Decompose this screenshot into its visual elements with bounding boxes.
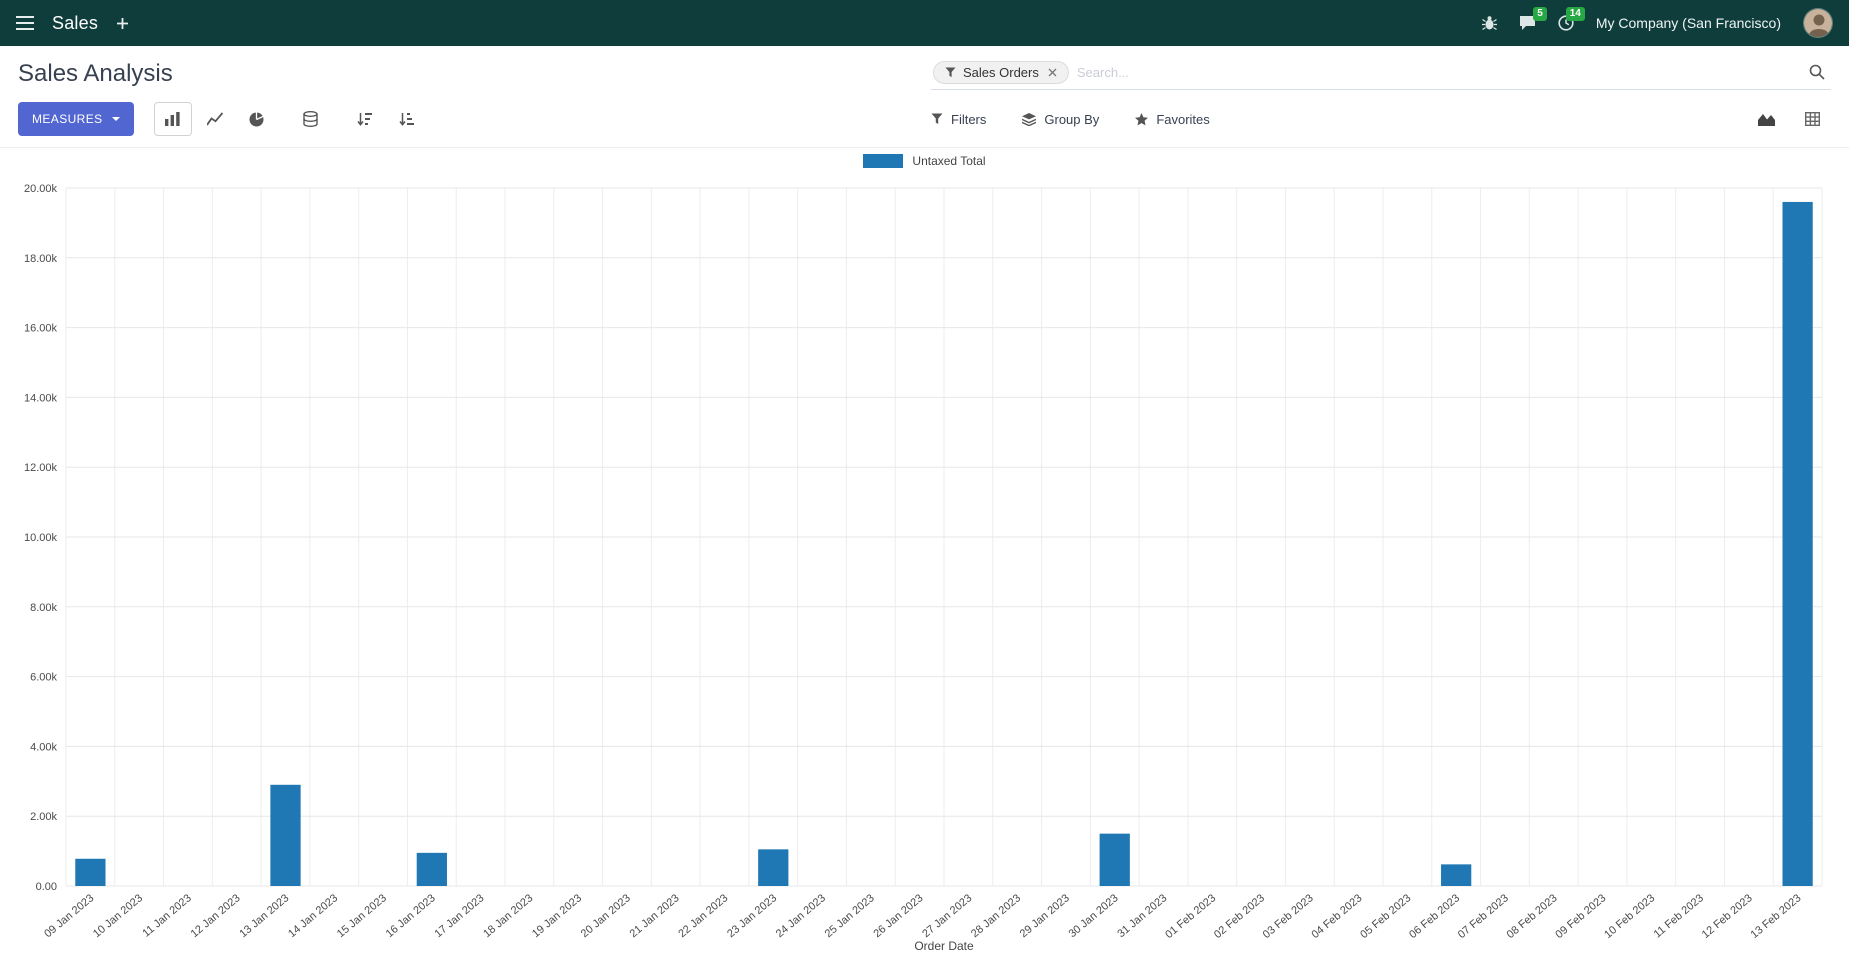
- measures-toolbar: MEASURES: [18, 102, 931, 136]
- svg-text:Order Date: Order Date: [914, 939, 974, 953]
- bug-icon[interactable]: [1481, 15, 1497, 31]
- page-title: Sales Analysis: [18, 60, 173, 87]
- svg-text:01 Feb 2023: 01 Feb 2023: [1163, 892, 1218, 941]
- sort-asc-icon[interactable]: [388, 102, 426, 136]
- svg-text:06 Feb 2023: 06 Feb 2023: [1407, 892, 1462, 941]
- user-avatar[interactable]: [1803, 8, 1833, 38]
- view-switcher: [1747, 102, 1831, 136]
- search-facet-sales-orders[interactable]: Sales Orders: [933, 60, 1069, 84]
- group-by-icon: [1022, 112, 1037, 126]
- svg-text:09 Feb 2023: 09 Feb 2023: [1553, 892, 1608, 941]
- svg-text:09 Jan 2023: 09 Jan 2023: [42, 892, 96, 940]
- svg-text:14 Jan 2023: 14 Jan 2023: [286, 892, 340, 940]
- pivot-view-icon[interactable]: [1793, 102, 1831, 136]
- svg-text:10 Feb 2023: 10 Feb 2023: [1602, 892, 1657, 941]
- stacked-icon[interactable]: [292, 102, 330, 136]
- svg-text:18 Jan 2023: 18 Jan 2023: [481, 892, 535, 940]
- svg-text:6.00k: 6.00k: [30, 672, 57, 684]
- svg-text:14.00k: 14.00k: [24, 392, 58, 404]
- facet-label: Sales Orders: [963, 64, 1039, 80]
- pie-chart-icon[interactable]: [238, 102, 276, 136]
- top-navbar: Sales 5 14 My Company (San Francisco): [0, 0, 1849, 46]
- svg-text:22 Jan 2023: 22 Jan 2023: [676, 892, 730, 940]
- svg-text:0.00: 0.00: [36, 881, 57, 893]
- svg-text:19 Jan 2023: 19 Jan 2023: [530, 892, 584, 940]
- svg-text:20 Jan 2023: 20 Jan 2023: [579, 892, 633, 940]
- activities-icon[interactable]: 14: [1558, 7, 1585, 31]
- search-icon[interactable]: [1809, 64, 1825, 80]
- filter-icon: [945, 66, 956, 77]
- svg-text:13 Jan 2023: 13 Jan 2023: [237, 892, 291, 940]
- search-options-row: Filters Group By Favorites: [931, 102, 1831, 136]
- svg-text:15 Jan 2023: 15 Jan 2023: [335, 892, 389, 940]
- favorites-label: Favorites: [1156, 111, 1210, 127]
- svg-text:08 Feb 2023: 08 Feb 2023: [1505, 892, 1560, 941]
- activities-badge: 14: [1565, 7, 1585, 21]
- measures-button[interactable]: MEASURES: [18, 102, 134, 136]
- svg-text:24 Jan 2023: 24 Jan 2023: [774, 892, 828, 940]
- svg-text:23 Jan 2023: 23 Jan 2023: [725, 892, 779, 940]
- svg-text:21 Jan 2023: 21 Jan 2023: [628, 892, 682, 940]
- menu-icon[interactable]: [16, 16, 34, 30]
- svg-text:04 Feb 2023: 04 Feb 2023: [1309, 892, 1364, 941]
- svg-text:18.00k: 18.00k: [24, 253, 58, 265]
- filter-icon: [931, 113, 943, 124]
- facet-remove-icon[interactable]: [1048, 68, 1057, 77]
- bar-chart: 0.00 2.00k 4.00k 6.00k 8.00k 10.00k 12.00k 14.0…: [0, 174, 1849, 958]
- svg-text:29 Jan 2023: 29 Jan 2023: [1018, 892, 1072, 940]
- measures-button-label: MEASURES: [32, 112, 103, 126]
- svg-text:20.00k: 20.00k: [24, 183, 58, 195]
- chart-legend[interactable]: Untaxed Total: [0, 148, 1849, 174]
- app-menu-sales[interactable]: Sales: [52, 12, 99, 33]
- line-chart-icon[interactable]: [196, 102, 234, 136]
- svg-text:12 Feb 2023: 12 Feb 2023: [1700, 892, 1755, 941]
- chevron-down-icon: [111, 117, 120, 121]
- svg-text:12.00k: 12.00k: [24, 462, 58, 474]
- sort-desc-icon[interactable]: [346, 102, 384, 136]
- legend-label: Untaxed Total: [912, 154, 986, 168]
- svg-text:27 Jan 2023: 27 Jan 2023: [920, 892, 974, 940]
- favorites-icon: [1135, 112, 1149, 125]
- svg-text:16.00k: 16.00k: [24, 323, 58, 335]
- svg-text:07 Feb 2023: 07 Feb 2023: [1456, 892, 1511, 941]
- svg-text:28 Jan 2023: 28 Jan 2023: [969, 892, 1023, 940]
- group-by-button[interactable]: Group By: [1022, 112, 1099, 127]
- search-input[interactable]: [1076, 64, 1801, 80]
- messages-icon[interactable]: 5: [1519, 7, 1547, 31]
- filters-button[interactable]: Filters: [931, 112, 986, 127]
- svg-text:02 Feb 2023: 02 Feb 2023: [1212, 892, 1267, 941]
- svg-text:30 Jan 2023: 30 Jan 2023: [1067, 892, 1121, 940]
- svg-text:13 Feb 2023: 13 Feb 2023: [1748, 892, 1803, 941]
- filters-label: Filters: [951, 111, 987, 127]
- bar-chart-canvas: 0.00 2.00k 4.00k 6.00k 8.00k 10.00k 12.00k 14.0…: [24, 183, 1823, 953]
- svg-text:31 Jan 2023: 31 Jan 2023: [1115, 892, 1169, 940]
- svg-text:26 Jan 2023: 26 Jan 2023: [871, 892, 925, 940]
- control-panel: Sales Analysis Sales Orders MEASURES: [0, 46, 1849, 148]
- svg-text:17 Jan 2023: 17 Jan 2023: [432, 892, 486, 940]
- svg-text:11 Feb 2023: 11 Feb 2023: [1652, 892, 1706, 940]
- graph-view-icon[interactable]: [1747, 102, 1785, 136]
- svg-text:4.00k: 4.00k: [30, 741, 57, 753]
- svg-text:10 Jan 2023: 10 Jan 2023: [91, 892, 145, 940]
- favorites-button[interactable]: Favorites: [1135, 111, 1210, 127]
- svg-text:12 Jan 2023: 12 Jan 2023: [189, 892, 243, 940]
- messages-badge: 5: [1533, 7, 1547, 21]
- svg-text:16 Jan 2023: 16 Jan 2023: [384, 892, 438, 940]
- plus-icon[interactable]: [116, 17, 129, 30]
- company-menu[interactable]: My Company (San Francisco): [1595, 15, 1781, 31]
- svg-text:2.00k: 2.00k: [30, 811, 57, 823]
- svg-text:10.00k: 10.00k: [24, 532, 58, 544]
- svg-text:11 Jan 2023: 11 Jan 2023: [140, 892, 193, 940]
- svg-text:25 Jan 2023: 25 Jan 2023: [823, 892, 877, 940]
- group-by-label: Group By: [1044, 111, 1100, 127]
- svg-text:05 Feb 2023: 05 Feb 2023: [1358, 892, 1413, 941]
- svg-text:8.00k: 8.00k: [30, 602, 57, 614]
- svg-text:03 Feb 2023: 03 Feb 2023: [1261, 892, 1316, 941]
- search-bar: Sales Orders: [931, 58, 1831, 90]
- legend-swatch: [863, 154, 904, 168]
- bar-chart-icon[interactable]: [153, 102, 192, 136]
